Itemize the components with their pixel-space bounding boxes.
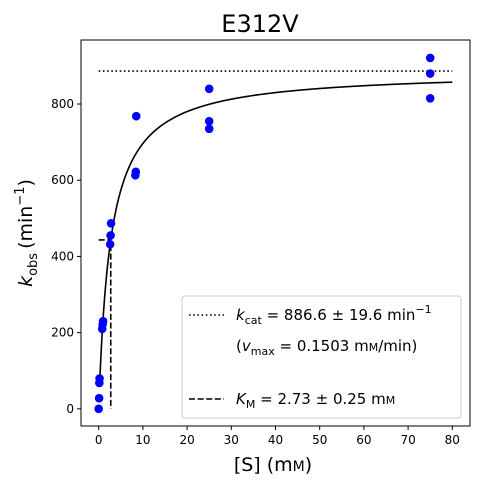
data-point [106, 218, 116, 228]
x-tick-label: 20 [179, 433, 194, 447]
x-tick-label: 80 [445, 433, 460, 447]
data-point [94, 404, 103, 414]
x-axis: 0 10 20 30 40 50 60 70 80 [95, 426, 460, 447]
fit-curve [99, 81, 453, 376]
data-point [425, 69, 435, 78]
y-tick-label: 0 [66, 402, 74, 416]
data-point [204, 116, 214, 126]
data-point [204, 84, 214, 94]
y-axis: 0 200 400 600 800 [51, 97, 81, 416]
data-point [204, 124, 214, 134]
x-tick-label: 0 [95, 433, 103, 447]
data-point [105, 239, 115, 249]
legend-box [181, 295, 462, 419]
x-tick-label: 50 [312, 433, 327, 447]
y-tick-label: 800 [51, 97, 74, 111]
data-point [131, 111, 141, 121]
data-point [95, 374, 104, 383]
x-tick-label: 70 [400, 433, 415, 447]
plot-area [94, 53, 453, 414]
y-tick-label: 400 [51, 249, 74, 263]
y-axis-label: kobs(min−1) [13, 179, 41, 287]
data-point [425, 53, 435, 63]
chart-title: E312V [221, 10, 299, 38]
km-marker [98, 239, 112, 409]
x-tick-label: 60 [356, 433, 371, 447]
data-point [106, 231, 115, 240]
data-point [425, 94, 435, 103]
legend: kcat = 886.6 ± 19.6 min−1 (vmax = 0.1503… [181, 295, 462, 419]
data-point [98, 316, 108, 326]
data-point [94, 393, 104, 403]
x-tick-label: 30 [224, 433, 239, 447]
y-tick-label: 600 [51, 173, 74, 187]
data-point [131, 167, 141, 177]
x-tick-label: 40 [268, 433, 283, 447]
legend-km-label: KM = 2.73 ± 0.25 mM [236, 390, 395, 411]
x-tick-label: 10 [135, 433, 150, 447]
legend-vmax-label: (vmax = 0.1503 mM/min) [236, 337, 417, 358]
y-tick-label: 200 [51, 326, 74, 340]
legend-kcat-label: kcat = 886.6 ± 19.6 min−1 [236, 303, 432, 327]
x-axis-label: [S] (mM) [234, 454, 312, 476]
